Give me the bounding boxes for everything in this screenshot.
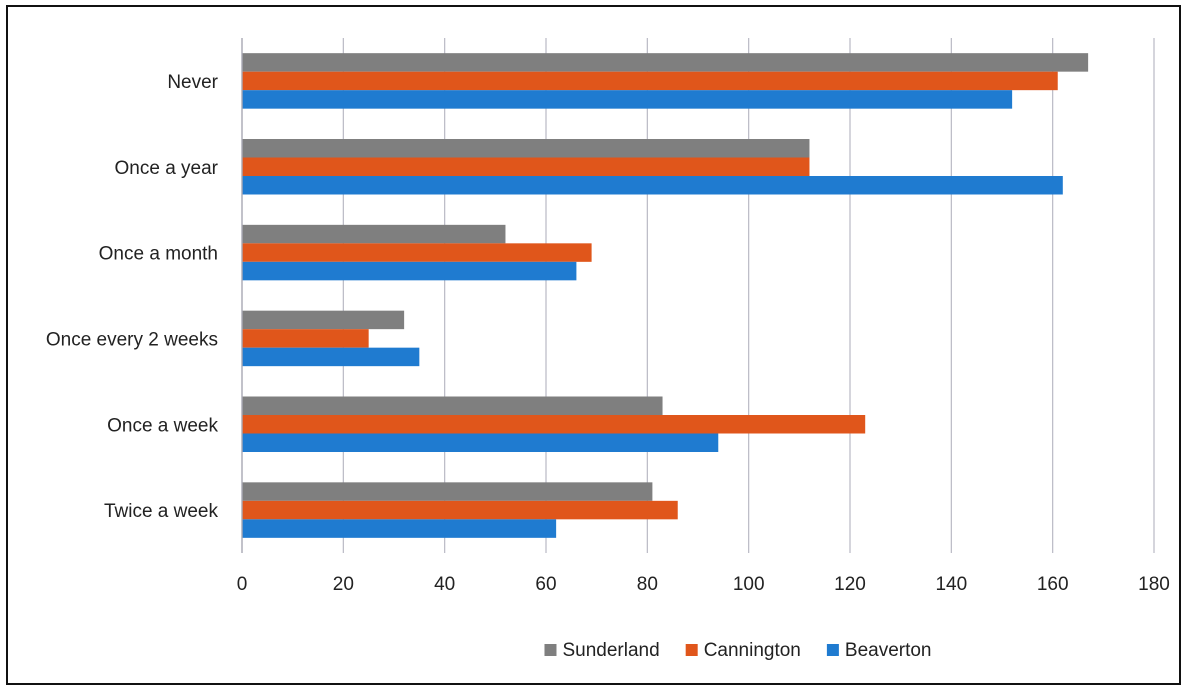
bar-cannington-once-a-week (242, 415, 866, 434)
category-label: Never (167, 72, 218, 93)
bar-sunderland-twice-a-week (242, 482, 653, 501)
legend-label-beaverton: Beaverton (845, 640, 932, 661)
legend-swatch-beaverton (826, 644, 839, 656)
category-label: Once a year (115, 158, 219, 179)
x-tick-labels: 0 20 40 60 80 100 120 140 160 180 (237, 574, 1170, 595)
category-label: Once a week (107, 415, 218, 436)
category-label: Twice a week (104, 501, 219, 522)
bar-sunderland-never (242, 53, 1089, 72)
legend: Sunderland Cannington Beaverton (544, 640, 932, 661)
category-label: Once a month (99, 244, 218, 265)
bars (242, 53, 1089, 538)
bar-beaverton-once-a-month (242, 261, 577, 281)
legend-swatch-sunderland (544, 644, 557, 656)
bar-sunderland-once-a-month (242, 224, 506, 244)
bar-beaverton-once-a-year (242, 176, 1063, 195)
bar-cannington-once-every-2-weeks (242, 329, 369, 348)
x-tick-label: 80 (637, 574, 658, 595)
bar-cannington-twice-a-week (242, 500, 678, 520)
bar-beaverton-twice-a-week (242, 519, 557, 538)
x-tick-label: 120 (834, 574, 866, 595)
bar-beaverton-never (242, 90, 1013, 109)
bar-beaverton-once-every-2-weeks (242, 347, 420, 367)
bar-sunderland-once-a-year (242, 139, 810, 158)
legend-label-sunderland: Sunderland (562, 640, 659, 661)
legend-label-cannington: Cannington (704, 640, 801, 661)
x-tick-label: 60 (535, 574, 556, 595)
gridlines (342, 38, 1155, 553)
category-label: Once every 2 weeks (46, 329, 218, 350)
chart-frame (6, 5, 1181, 685)
bar-cannington-once-a-month (242, 243, 592, 262)
x-tick-label: 0 (237, 574, 248, 595)
bar-beaverton-once-a-week (242, 433, 719, 452)
legend-swatch-cannington (685, 644, 698, 656)
x-tick-label: 40 (434, 574, 455, 595)
bar-cannington-once-a-year (242, 157, 810, 176)
bar-sunderland-once-a-week (242, 396, 663, 415)
x-tick-label: 160 (1037, 574, 1069, 595)
x-tick-label: 180 (1138, 574, 1170, 595)
bar-cannington-never (242, 71, 1058, 91)
x-tick-label: 20 (333, 574, 354, 595)
x-tick-label: 100 (733, 574, 765, 595)
category-labels: Never Once a year Once a month Once every 2… (46, 72, 219, 522)
x-tick-label: 140 (935, 574, 967, 595)
bar-sunderland-once-every-2-weeks (242, 310, 405, 330)
